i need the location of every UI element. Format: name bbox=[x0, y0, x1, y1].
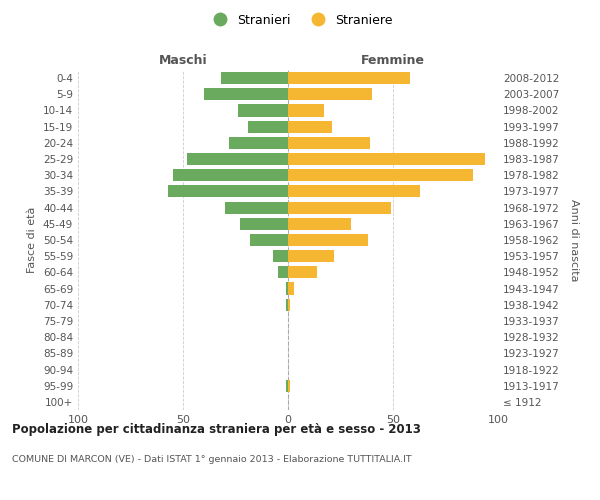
Text: Maschi: Maschi bbox=[158, 54, 208, 67]
Y-axis label: Fasce di età: Fasce di età bbox=[28, 207, 37, 273]
Bar bbox=[225, 202, 288, 213]
Bar bbox=[277, 266, 288, 278]
Bar bbox=[173, 169, 288, 181]
Bar bbox=[286, 380, 288, 392]
Bar bbox=[286, 298, 288, 311]
Bar bbox=[240, 218, 288, 230]
Text: Popolazione per cittadinanza straniera per età e sesso - 2013: Popolazione per cittadinanza straniera p… bbox=[12, 422, 421, 436]
Bar bbox=[288, 186, 421, 198]
Text: Femmine: Femmine bbox=[361, 54, 425, 67]
Bar bbox=[288, 298, 290, 311]
Bar bbox=[288, 169, 473, 181]
Bar bbox=[288, 120, 332, 132]
Bar bbox=[288, 380, 290, 392]
Bar bbox=[221, 72, 288, 84]
Bar bbox=[288, 282, 295, 294]
Bar bbox=[204, 88, 288, 101]
Bar bbox=[187, 153, 288, 165]
Bar bbox=[248, 120, 288, 132]
Bar bbox=[288, 202, 391, 213]
Bar bbox=[288, 218, 351, 230]
Bar bbox=[288, 104, 324, 117]
Bar bbox=[288, 234, 368, 246]
Text: COMUNE DI MARCON (VE) - Dati ISTAT 1° gennaio 2013 - Elaborazione TUTTITALIA.IT: COMUNE DI MARCON (VE) - Dati ISTAT 1° ge… bbox=[12, 455, 412, 464]
Bar bbox=[238, 104, 288, 117]
Bar bbox=[274, 250, 288, 262]
Bar bbox=[286, 282, 288, 294]
Bar bbox=[250, 234, 288, 246]
Bar bbox=[288, 266, 317, 278]
Bar bbox=[288, 153, 485, 165]
Legend: Stranieri, Straniere: Stranieri, Straniere bbox=[202, 8, 398, 32]
Bar bbox=[288, 88, 372, 101]
Bar bbox=[229, 137, 288, 149]
Bar bbox=[288, 137, 370, 149]
Bar bbox=[288, 72, 410, 84]
Bar bbox=[288, 250, 334, 262]
Bar bbox=[168, 186, 288, 198]
Y-axis label: Anni di nascita: Anni di nascita bbox=[569, 198, 579, 281]
